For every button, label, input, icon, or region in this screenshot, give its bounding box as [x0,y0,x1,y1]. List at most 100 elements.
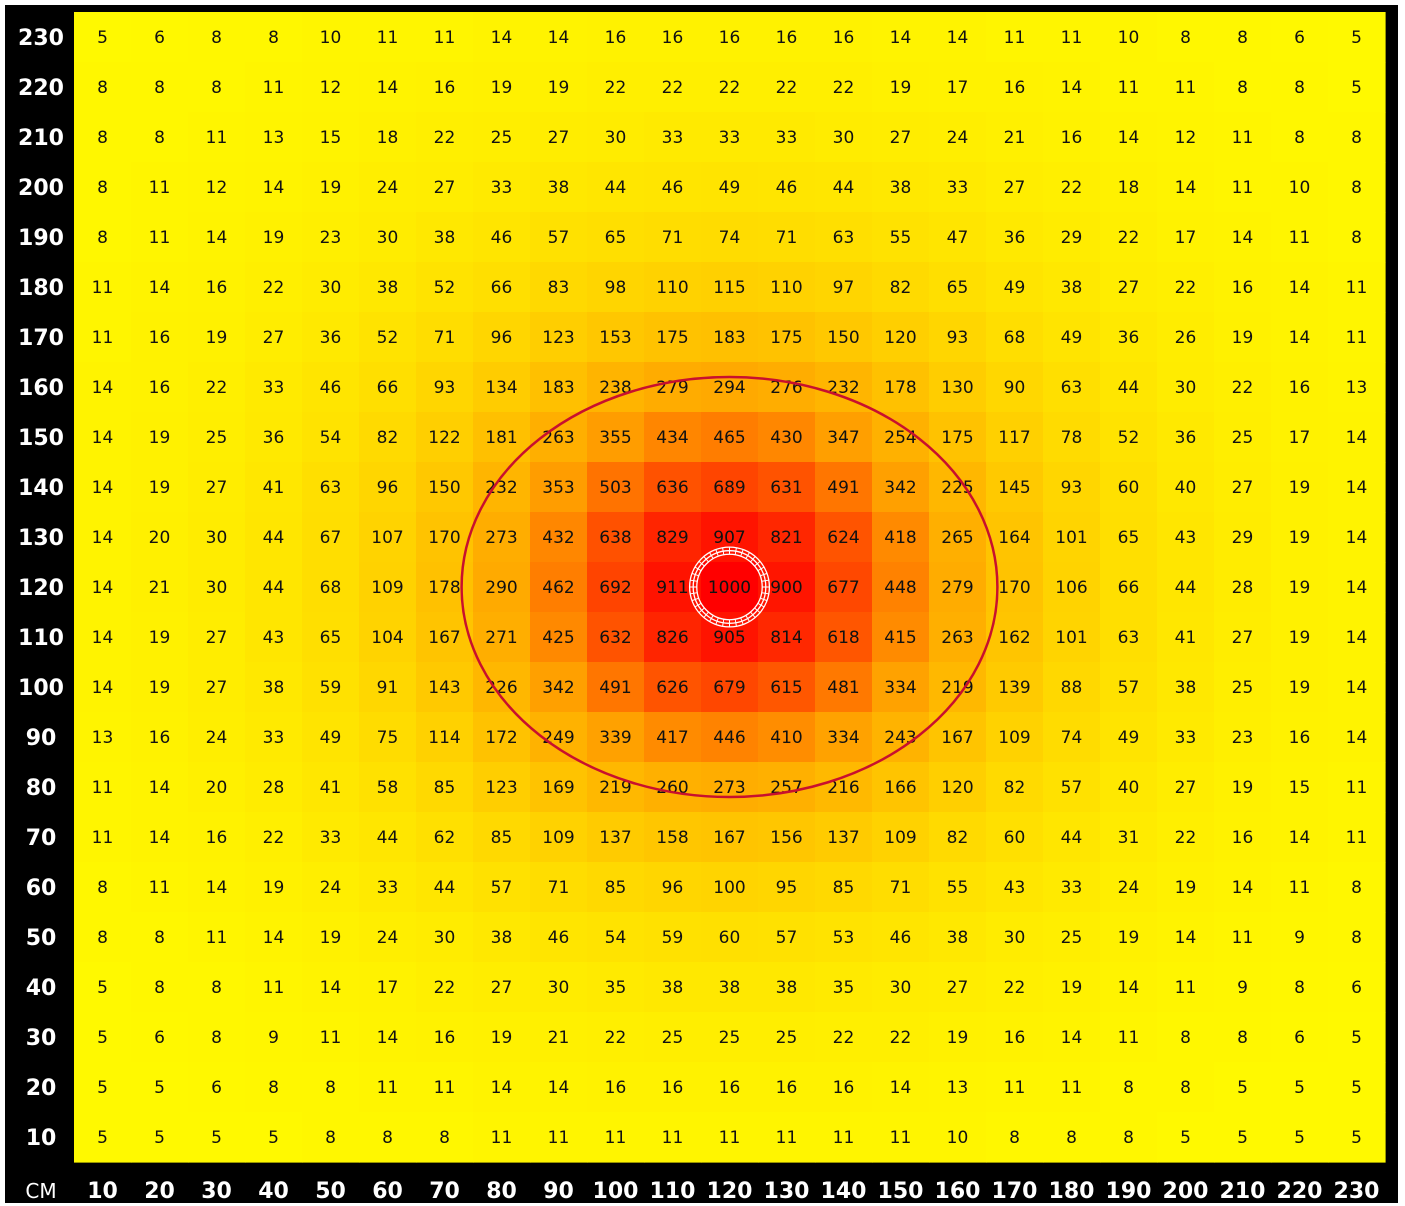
cell-value: 110 [770,278,802,298]
cell-value: 49 [719,178,741,198]
cell-value: 30 [1004,928,1026,948]
heatmap-cell [530,862,588,913]
heatmap-cell [302,12,360,63]
cell-value: 14 [263,928,285,948]
heatmap-cell [302,1112,360,1163]
heatmap-cell [1157,712,1215,763]
heatmap-cell [359,162,417,213]
heatmap-cell [587,62,645,113]
heatmap-cell [302,662,360,713]
cell-value: 57 [1118,678,1140,698]
heatmap-cell [302,562,360,613]
cell-value: 8 [154,128,165,148]
cell-value: 5 [154,1078,165,1098]
cell-value: 25 [1061,928,1083,948]
cell-value: 60 [719,928,741,948]
cell-value: 38 [1175,678,1197,698]
heatmap-cell [359,862,417,913]
cell-value: 16 [605,1078,627,1098]
heatmap-cell [1157,1062,1215,1113]
heatmap-cell [872,412,930,463]
cell-value: 14 [1346,428,1368,448]
heatmap-cell [1214,1012,1272,1063]
cell-value: 22 [833,1028,855,1048]
heatmap-cell [986,112,1044,163]
cell-value: 181 [485,428,517,448]
cell-value: 58 [377,778,399,798]
heatmap-cell [986,812,1044,863]
heatmap-cell [416,262,474,313]
heatmap-cell [587,812,645,863]
cell-value: 44 [377,828,399,848]
heatmap-cell [1214,762,1272,813]
heatmap-cell [188,12,246,63]
heatmap-cell [245,612,303,663]
cell-value: 677 [827,578,859,598]
cell-value: 19 [1289,578,1311,598]
cell-value: 33 [662,128,684,148]
heatmap-cell [74,312,132,363]
cell-value: 905 [713,628,745,648]
cell-value: 11 [890,1128,912,1148]
heatmap-cell [1043,362,1101,413]
cell-value: 19 [149,478,171,498]
cell-value: 150 [428,478,460,498]
heatmap-cell [1157,1112,1215,1163]
cell-value: 11 [548,1128,570,1148]
heatmap-cell [986,1062,1044,1113]
cell-value: 8 [211,28,222,48]
cell-value: 33 [263,378,285,398]
cell-value: 27 [206,628,228,648]
heatmap-cell [473,512,531,563]
heatmap-cell [1328,812,1386,863]
cell-value: 8 [97,878,108,898]
heatmap-cell [986,362,1044,413]
cell-value: 14 [491,1078,513,1098]
heatmap-cell [986,262,1044,313]
cell-value: 19 [1289,678,1311,698]
heatmap-cell [530,662,588,713]
heatmap-cell [188,362,246,413]
heatmap-cell [1271,1062,1329,1113]
cell-value: 19 [1289,628,1311,648]
heatmap-cell [1328,212,1386,263]
y-tick-label: 100 [18,676,64,701]
heatmap-cell [1214,662,1272,713]
heatmap-cell [1214,612,1272,663]
heatmap-cell [1271,362,1329,413]
heatmap-cell [644,312,702,363]
cell-value: 10 [947,1128,969,1148]
cell-value: 54 [605,928,627,948]
cell-value: 25 [491,128,513,148]
heatmap-cell [1157,262,1215,313]
heatmap-cell [473,612,531,663]
heatmap-cell [1043,212,1101,263]
heatmap-cell [188,212,246,263]
cell-value: 74 [1061,728,1083,748]
cell-value: 14 [548,28,570,48]
heatmap-cell [245,962,303,1013]
heatmap-cell [758,62,816,113]
cell-value: 35 [833,978,855,998]
heatmap-cell [245,212,303,263]
heatmap-cell [1043,712,1101,763]
heatmap-cell [188,712,246,763]
heatmap-cell [473,912,531,963]
cell-value: 104 [371,628,403,648]
heatmap-cell [530,712,588,763]
cell-value: 1000 [708,578,751,598]
heatmap-cell [530,962,588,1013]
heatmap-cell [929,912,987,963]
heatmap-cell [188,412,246,463]
cell-value: 19 [1175,878,1197,898]
cell-value: 122 [428,428,460,448]
cell-value: 46 [320,378,342,398]
heatmap-cell [245,1012,303,1063]
cell-value: 8 [1294,128,1305,148]
cell-value: 692 [599,578,631,598]
cell-value: 33 [719,128,741,148]
cell-value: 8 [439,1128,450,1148]
heatmap-cell [1157,12,1215,63]
cell-value: 30 [206,528,228,548]
y-tick-label: 130 [18,526,64,551]
